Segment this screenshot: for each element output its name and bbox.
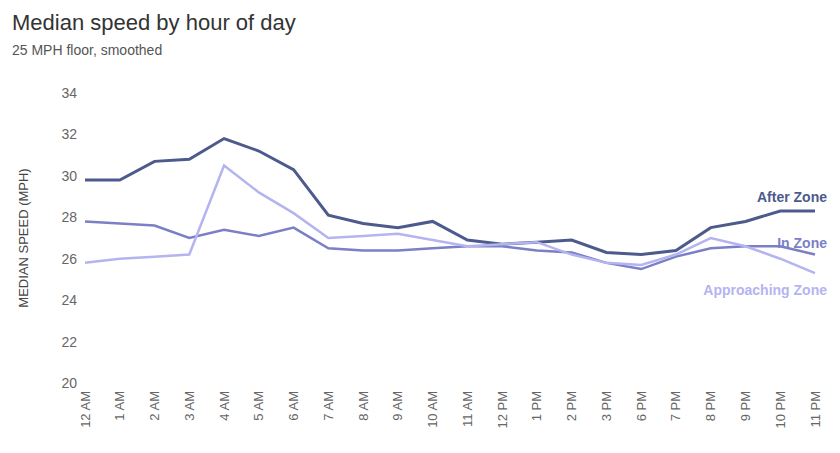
svg-text:1 AM: 1 AM	[112, 391, 127, 421]
svg-text:28: 28	[61, 209, 77, 225]
svg-text:6 PM: 6 PM	[634, 391, 649, 421]
svg-text:In Zone: In Zone	[777, 235, 827, 251]
svg-text:30: 30	[61, 168, 77, 184]
svg-text:9 PM: 9 PM	[738, 391, 753, 421]
svg-text:10 PM: 10 PM	[773, 391, 788, 429]
svg-text:9 AM: 9 AM	[390, 391, 405, 421]
svg-text:11 AM: 11 AM	[460, 391, 475, 427]
svg-text:2 PM: 2 PM	[564, 391, 579, 421]
svg-text:5 AM: 5 AM	[251, 391, 266, 421]
svg-text:22: 22	[61, 334, 77, 350]
svg-text:8 PM: 8 PM	[703, 391, 718, 421]
svg-text:2 AM: 2 AM	[147, 391, 162, 421]
svg-text:7 AM: 7 AM	[321, 391, 336, 421]
svg-text:7 PM: 7 PM	[668, 391, 683, 421]
svg-text:10 AM: 10 AM	[425, 391, 440, 428]
svg-text:1 PM: 1 PM	[529, 391, 544, 421]
html-text:25 MPH floor, smoothed: 25 MPH floor, smoothed	[12, 42, 163, 58]
svg-text:32: 32	[61, 126, 77, 142]
svg-text:34: 34	[61, 85, 77, 101]
svg-text:26: 26	[61, 251, 77, 267]
svg-text:MEDIAN SPEED (MPH): MEDIAN SPEED (MPH)	[16, 168, 31, 307]
svg-text:Approaching Zone: Approaching Zone	[703, 282, 827, 298]
svg-text:24: 24	[61, 292, 77, 308]
svg-text:12 AM: 12 AM	[78, 391, 93, 428]
svg-text:4 AM: 4 AM	[217, 391, 232, 421]
svg-text:12 PM: 12 PM	[495, 391, 510, 429]
svg-text:8 AM: 8 AM	[356, 391, 371, 421]
svg-text:6 AM: 6 AM	[286, 391, 301, 421]
svg-text:20: 20	[61, 375, 77, 391]
svg-text:3 PM: 3 PM	[599, 391, 614, 421]
svg-text:3 AM: 3 AM	[182, 391, 197, 421]
svg-text:11 PM: 11 PM	[808, 391, 823, 428]
svg-text:After Zone: After Zone	[757, 189, 827, 205]
html-text:Median speed by hour of day: Median speed by hour of day	[12, 10, 296, 35]
